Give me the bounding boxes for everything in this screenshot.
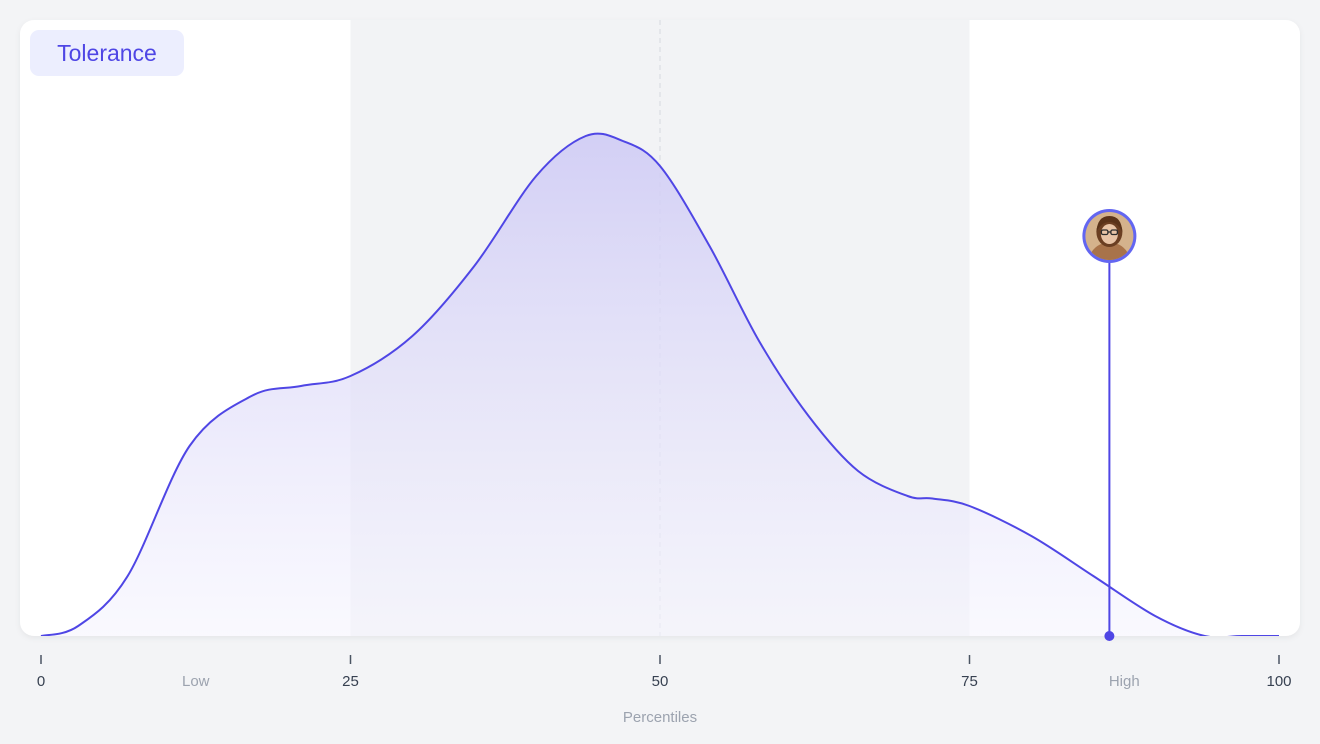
x-tick-label: 25 xyxy=(342,673,359,690)
badge-background xyxy=(30,30,184,76)
x-tick-label: 75 xyxy=(961,673,978,690)
density-area xyxy=(41,133,1279,636)
density-line xyxy=(40,132,1279,636)
x-tick-label: 0 xyxy=(37,673,45,690)
x-tick-label: 50 xyxy=(652,673,669,690)
badge-label: Tolerance xyxy=(57,40,157,66)
score-marker[interactable] xyxy=(1082,209,1137,641)
tolerance-badge: Tolerance xyxy=(30,30,184,76)
x-axis-title: Percentiles xyxy=(623,709,697,726)
marker-dot xyxy=(1104,631,1115,641)
x-axis: 0 25 50 75 100 Low High xyxy=(37,655,1292,690)
avatar-photo xyxy=(1087,216,1132,260)
x-tick-label: 100 xyxy=(1266,673,1291,690)
person-avatar[interactable] xyxy=(1082,209,1137,266)
band-label-high: High xyxy=(1109,673,1140,690)
band-label-low: Low xyxy=(182,673,210,690)
